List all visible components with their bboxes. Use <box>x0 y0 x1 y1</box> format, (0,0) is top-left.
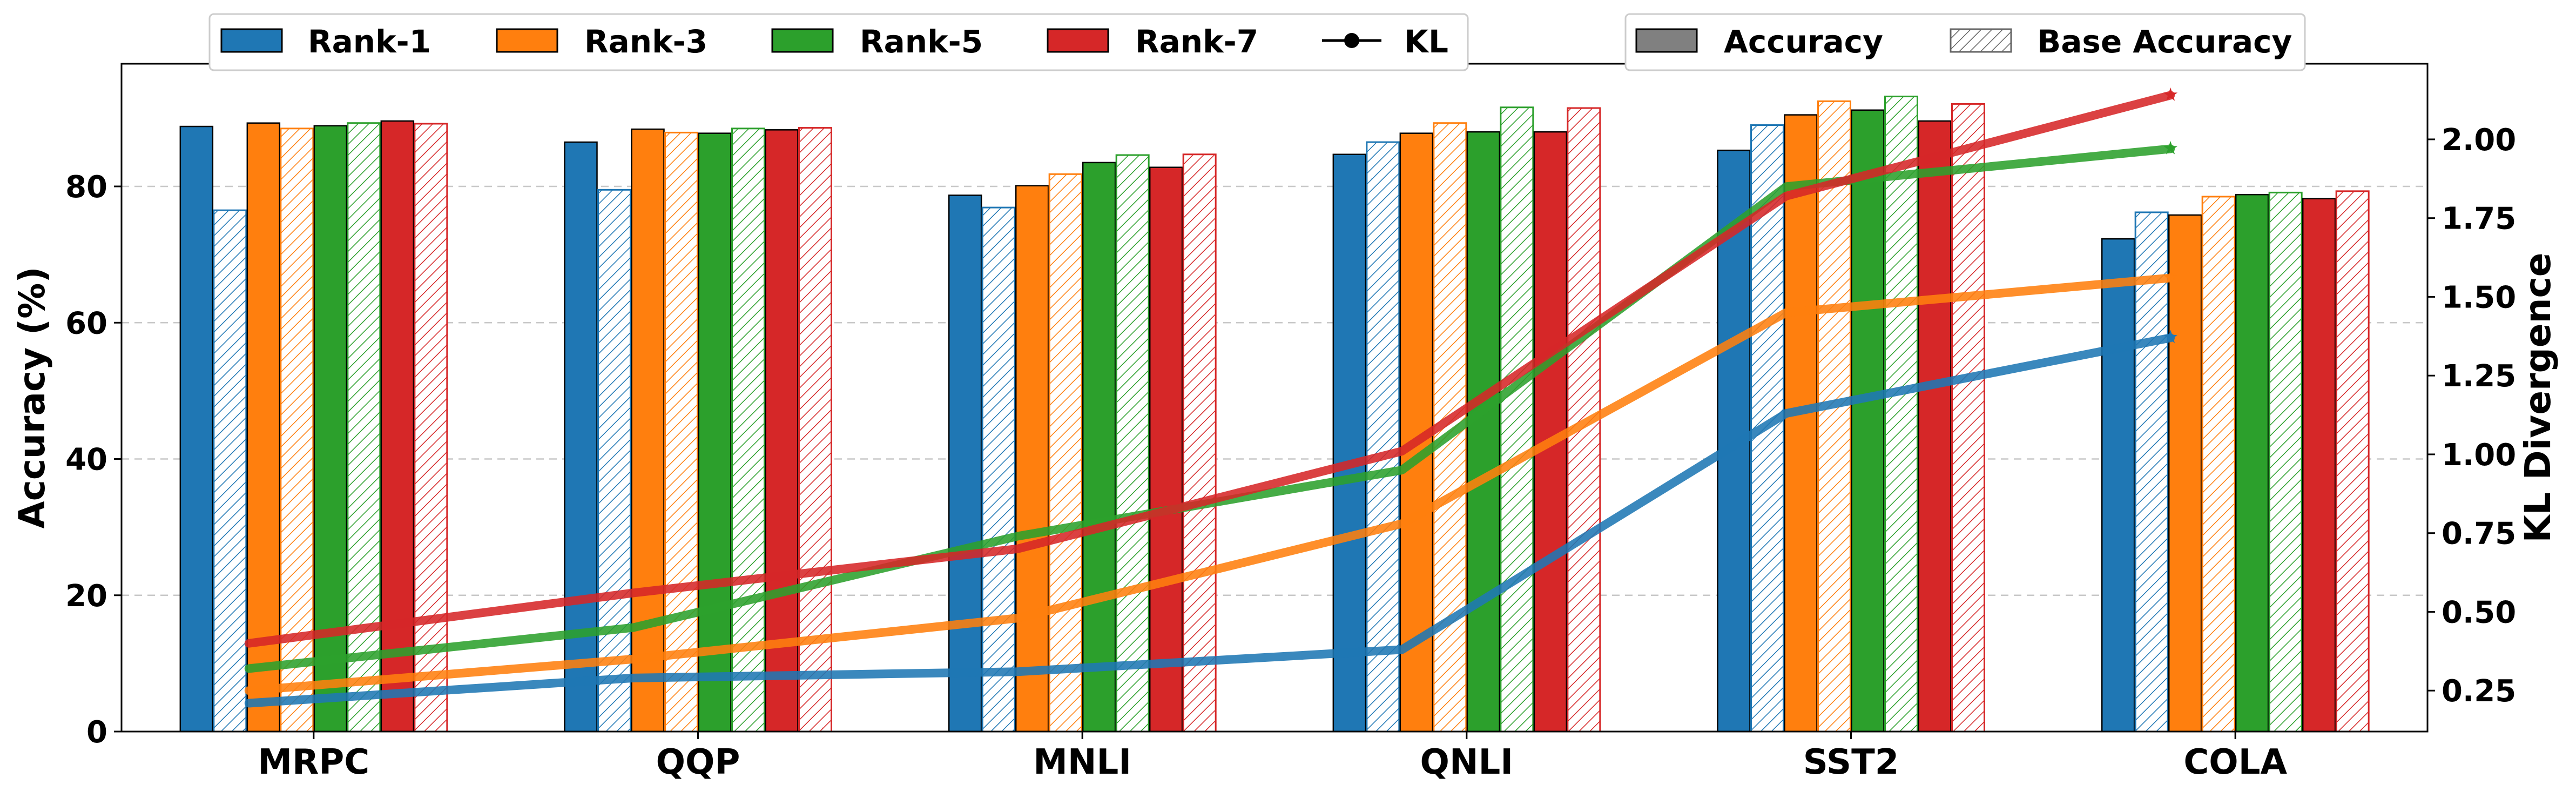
accuracy-bar-rank-1-mrpc <box>179 125 214 733</box>
accuracy-bar-rank-7-sst2 <box>1918 120 1952 733</box>
kl-lines: ★ ★ ★ ★ <box>244 84 2179 708</box>
base-accuracy-bar-rank-1-mnli <box>981 206 1016 733</box>
y2-tick-label: 0.50 <box>2442 595 2516 630</box>
y2-tick-label: 0.25 <box>2442 674 2516 709</box>
base-accuracy-bar-rank-3-qqp <box>664 131 698 733</box>
legend-label-rank-3: Rank-3 <box>584 23 707 60</box>
x-tick-label-cola: COLA <box>2183 742 2287 782</box>
legend-swatch-rank-7 <box>1047 28 1109 53</box>
x-tick-label-mnli: MNLI <box>1033 742 1131 782</box>
accuracy-bar-rank-7-cola <box>2302 198 2336 733</box>
legend-kl-marker <box>1344 33 1359 48</box>
base-accuracy-bar-rank-7-mrpc <box>414 123 448 733</box>
legend-label-rank-5: Rank-5 <box>860 23 983 60</box>
kl-line-rank-3 <box>244 273 2175 695</box>
base-accuracy-bar-rank-5-mrpc <box>347 122 381 733</box>
accuracy-bar-rank-3-mnli <box>1015 185 1049 733</box>
accuracy-bar-rank-5-mrpc <box>313 125 348 733</box>
base-accuracy-bar-rank-3-sst2 <box>1817 100 1851 733</box>
legend-swatch-rank-3 <box>496 28 558 53</box>
y-axis-label: Accuracy (%) <box>11 267 53 529</box>
y-tick-label: 60 <box>65 306 107 341</box>
kl-line-rank-7 <box>244 91 2175 648</box>
base-accuracy-bar-rank-5-qnli <box>1500 106 1534 733</box>
accuracy-bar-rank-7-mnli <box>1149 166 1183 733</box>
base-accuracy-bar-rank-5-mnli <box>1115 154 1150 733</box>
legend-swatch-base-accuracy <box>1950 28 2012 53</box>
base-accuracy-bar-rank-5-sst2 <box>1884 96 1918 733</box>
accuracy-bar-rank-3-mrpc <box>246 122 281 733</box>
accuracy-bar-rank-3-sst2 <box>1784 114 1818 733</box>
accuracy-bar-rank-3-cola <box>2168 214 2202 733</box>
x-tick-label-mrpc: MRPC <box>258 742 369 782</box>
legend-box-series <box>208 13 1469 71</box>
legend-swatch-rank-5 <box>771 28 834 53</box>
accuracy-bar-rank-7-mrpc <box>380 120 415 733</box>
accuracy-bar-rank-3-qqp <box>631 128 665 733</box>
legend-label-accuracy: Accuracy <box>1724 23 1883 60</box>
y2-tick-label: 0.75 <box>2442 517 2516 552</box>
kl-line-rank-1 <box>244 333 2175 708</box>
y2-axis-label: KL Divergence <box>2517 253 2559 543</box>
kl-end-marker-rank-1: ★ <box>2162 326 2179 348</box>
kl-end-marker-rank-7: ★ <box>2162 84 2179 105</box>
y-tick-label: 80 <box>65 170 107 205</box>
base-accuracy-bar-rank-5-cola <box>2268 191 2303 733</box>
accuracy-bar-rank-1-mnli <box>948 195 982 733</box>
base-accuracy-bar-rank-3-mnli <box>1048 173 1083 733</box>
base-accuracy-bar-rank-3-cola <box>2201 196 2236 733</box>
accuracy-bar-rank-1-qqp <box>564 141 598 733</box>
legend-label-kl: KL <box>1404 23 1448 60</box>
x-tick-label-qqp: QQP <box>656 742 740 782</box>
accuracy-bar-rank-5-mnli <box>1082 162 1116 733</box>
legend-swatch-rank-1 <box>220 28 283 53</box>
legend-label-rank-7: Rank-7 <box>1135 23 1258 60</box>
base-accuracy-bar-rank-1-qnli <box>1366 141 1400 733</box>
base-accuracy-bar-rank-7-qqp <box>798 127 832 733</box>
y2-tick-label: 1.50 <box>2442 280 2516 315</box>
plot-frame <box>120 63 2429 733</box>
accuracy-bar-rank-5-sst2 <box>1851 109 1885 733</box>
base-accuracy-bar-rank-1-mrpc <box>213 209 247 733</box>
y2-tick-label: 1.25 <box>2442 359 2516 394</box>
kl-end-marker-rank-3: ★ <box>2162 266 2179 288</box>
base-accuracy-bar-rank-3-mrpc <box>280 128 314 733</box>
base-accuracy-bar-rank-1-qqp <box>597 189 631 733</box>
y2-tick-label: 2.00 <box>2442 123 2516 158</box>
gridlines <box>122 185 2427 596</box>
bars <box>179 96 2370 733</box>
legend-label-rank-1: Rank-1 <box>308 23 431 60</box>
y-tick-label: 20 <box>65 579 107 614</box>
accuracy-bar-rank-7-qqp <box>765 129 799 733</box>
base-accuracy-bar-rank-1-cola <box>2134 211 2169 733</box>
accuracy-bar-rank-5-qnli <box>1466 131 1501 733</box>
y2-tick-label: 1.75 <box>2442 202 2516 237</box>
base-accuracy-bar-rank-7-mnli <box>1182 153 1217 733</box>
accuracy-bar-rank-5-cola <box>2235 193 2269 733</box>
accuracy-bar-rank-1-qnli <box>1332 153 1367 733</box>
legend-label-base-accuracy: Base Accuracy <box>2037 23 2292 60</box>
y-tick-label: 0 <box>86 715 107 750</box>
x-tick-label-sst2: SST2 <box>1803 742 1899 782</box>
y2-tick-label: 1.00 <box>2442 438 2516 473</box>
legend-swatch-accuracy <box>1635 28 1698 53</box>
axes: 0 20 40 60 80 0.25 0.50 0.75 1.00 1.25 1.50 1.75 2.0… <box>65 123 2516 782</box>
legend: Rank-1 Rank-3 Rank-5 Rank-7 KL Accuracy Base A… <box>208 13 2306 71</box>
y-tick-label: 40 <box>65 442 107 478</box>
accuracy-bar-rank-5-qqp <box>698 132 732 733</box>
kl-end-marker-rank-5: ★ <box>2162 137 2179 159</box>
x-tick-label-qnli: QNLI <box>1420 742 1514 782</box>
accuracy-bar-rank-1-cola <box>2101 238 2135 733</box>
base-accuracy-bar-rank-5-qqp <box>731 128 765 733</box>
base-accuracy-bar-rank-7-sst2 <box>1951 103 1985 733</box>
base-accuracy-bar-rank-7-cola <box>2335 190 2370 733</box>
